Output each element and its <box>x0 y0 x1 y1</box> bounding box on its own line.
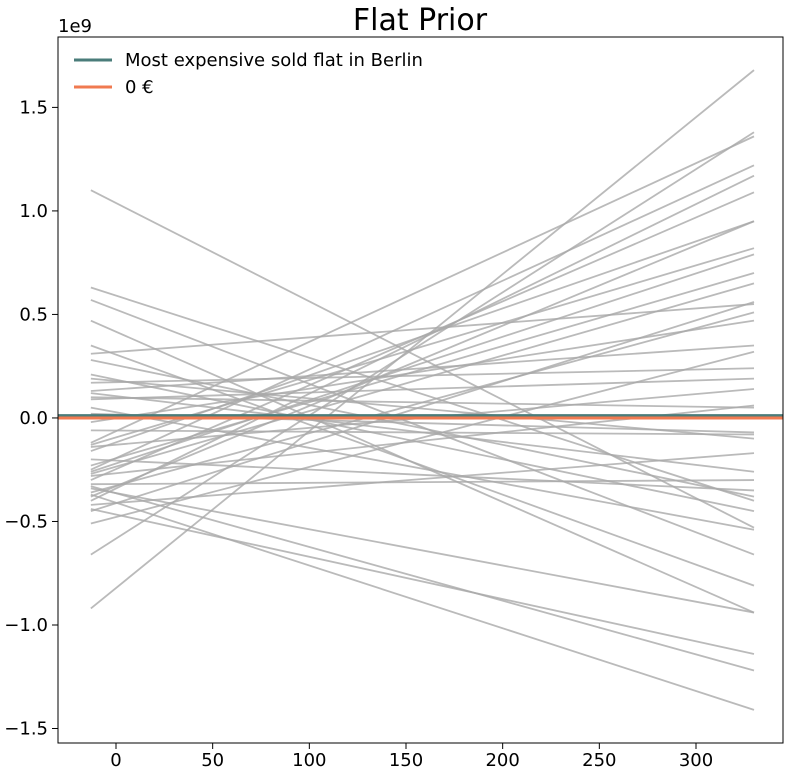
prior-line <box>90 135 755 444</box>
chart-title: Flat Prior <box>353 3 488 38</box>
prior-line <box>90 319 755 614</box>
legend-label-berlin: Most expensive sold flat in Berlin <box>125 50 423 71</box>
y-tick-label: −0.5 <box>4 511 48 532</box>
prior-line <box>90 344 755 587</box>
prior-line <box>90 344 755 392</box>
x-tick-label: 250 <box>582 750 616 771</box>
prior-line <box>90 69 755 610</box>
prior-line <box>90 282 755 475</box>
prior-line <box>90 272 755 467</box>
y-tick-label: −1.0 <box>4 615 48 636</box>
prior-line <box>90 493 755 711</box>
y-tick-label: 1.5 <box>19 97 48 118</box>
prior-line <box>90 458 755 492</box>
prior-line <box>90 406 755 531</box>
y-tick-label: 0.0 <box>19 408 48 429</box>
prior-line <box>90 286 755 502</box>
x-axis: 0 50 100 150 200 250 300 <box>110 743 713 771</box>
x-tick-label: 150 <box>389 750 423 771</box>
x-tick-label: 0 <box>110 750 121 771</box>
x-tick-label: 200 <box>485 750 519 771</box>
prior-line <box>90 253 755 473</box>
prior-line <box>90 191 755 481</box>
x-tick-label: 300 <box>679 750 713 771</box>
legend-label-zero: 0 € <box>125 77 154 98</box>
prior-line <box>90 479 755 486</box>
y-tick-label: 0.5 <box>19 304 48 325</box>
prior-line <box>90 350 755 525</box>
prior-line <box>90 174 755 502</box>
prior-line <box>90 301 755 512</box>
prior-line <box>90 373 755 512</box>
prior-line <box>90 508 755 655</box>
x-tick-label: 100 <box>292 750 326 771</box>
prior-line <box>90 367 755 384</box>
x-tick-label: 50 <box>201 750 224 771</box>
prior-line <box>90 220 755 498</box>
legend: Most expensive sold flat in Berlin 0 € <box>74 50 423 98</box>
prior-line <box>90 299 755 556</box>
prior-line <box>90 396 755 409</box>
y-tick-label: −1.5 <box>4 719 48 740</box>
prior-line <box>90 164 755 471</box>
prior-line <box>90 452 755 506</box>
y-tick-label: 1.0 <box>19 201 48 222</box>
prior-line <box>90 485 755 672</box>
prior-line <box>90 487 755 614</box>
prior-line <box>90 429 755 436</box>
prior-line <box>90 377 755 401</box>
plot-frame <box>57 36 784 744</box>
y-offset-text: 1e9 <box>58 16 92 37</box>
prior-line <box>90 303 755 355</box>
y-axis: −1.5 −1.0 −0.5 0.0 0.5 1.0 1.5 <box>4 97 58 740</box>
prior-lines <box>90 69 755 711</box>
prior-line <box>90 247 755 446</box>
reference-lines <box>58 414 783 420</box>
